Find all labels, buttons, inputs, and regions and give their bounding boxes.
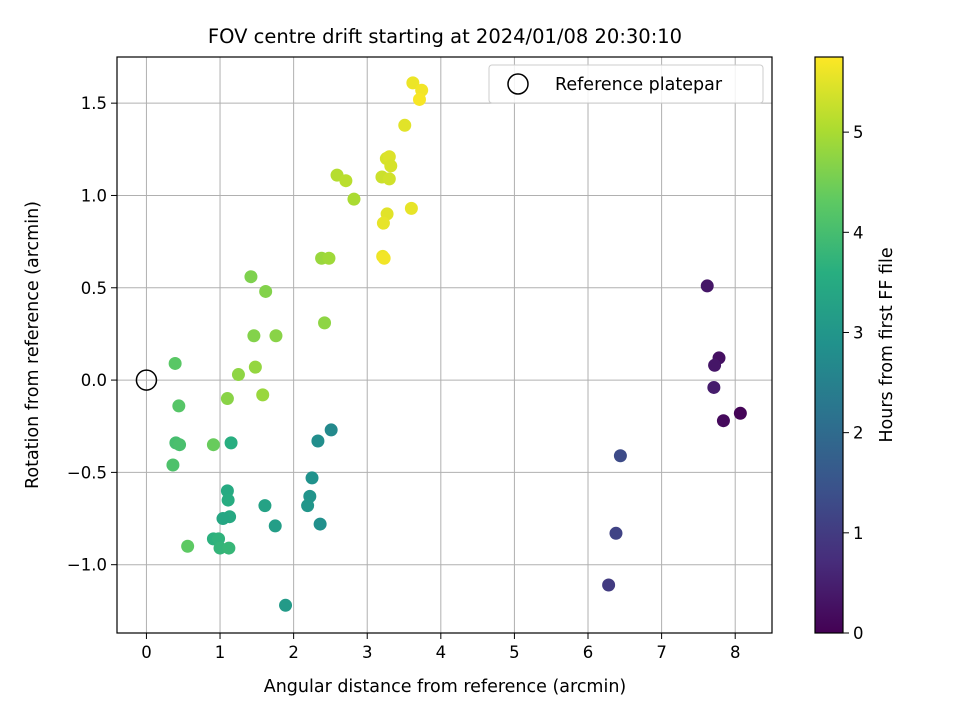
colorbar-tick-label: 2 bbox=[853, 424, 864, 443]
legend: Reference platepar bbox=[488, 64, 764, 104]
y-axis-ticks: −1.0 −0.5 0.0 0.5 1.0 1.5 bbox=[67, 94, 117, 575]
chart-title: FOV centre drift starting at 2024/01/08 … bbox=[208, 25, 682, 48]
legend-marker-icon bbox=[507, 73, 529, 95]
data-point bbox=[305, 471, 319, 485]
colorbar-tick-label: 3 bbox=[853, 323, 864, 342]
colorbar-label: Hours from first FF file bbox=[877, 247, 897, 442]
colorbar-gradient bbox=[815, 57, 843, 633]
data-point bbox=[173, 438, 187, 452]
data-point bbox=[609, 526, 623, 540]
data-point bbox=[708, 358, 722, 372]
data-point bbox=[181, 539, 195, 553]
reference-marker bbox=[135, 369, 158, 391]
data-point bbox=[258, 499, 272, 513]
data-point bbox=[412, 92, 426, 106]
data-point bbox=[311, 434, 325, 448]
colorbar: 0 1 2 3 4 5 Hours from first FF file bbox=[814, 56, 897, 643]
plot-frame bbox=[117, 57, 772, 633]
data-point bbox=[700, 279, 714, 293]
x-tick-label: 8 bbox=[730, 643, 741, 662]
data-point bbox=[322, 251, 336, 265]
data-point bbox=[382, 172, 396, 186]
data-point bbox=[269, 329, 283, 343]
data-point bbox=[279, 598, 293, 612]
x-tick-label: 2 bbox=[288, 643, 299, 662]
data-point bbox=[172, 399, 186, 413]
data-point bbox=[231, 368, 245, 382]
y-tick-label: 1.0 bbox=[81, 186, 107, 205]
x-tick-label: 6 bbox=[583, 643, 594, 662]
y-tick-label: −0.5 bbox=[67, 463, 107, 482]
colorbar-tick-label: 4 bbox=[853, 223, 864, 242]
y-tick-label: 0.0 bbox=[81, 371, 107, 390]
data-point bbox=[166, 458, 180, 472]
data-point bbox=[259, 284, 273, 298]
data-point bbox=[248, 360, 262, 374]
x-axis-label: Angular distance from reference (arcmin) bbox=[264, 677, 627, 697]
data-point bbox=[613, 449, 627, 463]
grid bbox=[117, 57, 772, 633]
y-tick-label: 1.5 bbox=[81, 94, 107, 113]
data-point bbox=[707, 380, 721, 394]
data-point bbox=[168, 356, 182, 370]
data-point bbox=[244, 270, 258, 284]
data-point bbox=[313, 517, 327, 531]
data-point bbox=[602, 578, 616, 592]
data-point bbox=[221, 493, 235, 507]
data-point bbox=[216, 512, 230, 526]
x-axis-ticks: 0 1 2 3 4 5 6 7 8 bbox=[141, 633, 740, 662]
x-tick-label: 0 bbox=[141, 643, 152, 662]
legend-box bbox=[488, 64, 764, 104]
data-point bbox=[220, 392, 234, 406]
data-point bbox=[318, 316, 332, 330]
data-point bbox=[398, 118, 412, 132]
data-point bbox=[256, 388, 270, 402]
colorbar-border bbox=[814, 56, 844, 634]
data-point bbox=[404, 201, 418, 215]
scatter-points bbox=[166, 76, 747, 612]
x-tick-label: 5 bbox=[509, 643, 520, 662]
colorbar-tick-label: 5 bbox=[853, 123, 864, 142]
data-point bbox=[324, 423, 338, 437]
data-point bbox=[301, 499, 315, 513]
legend-label: Reference platepar bbox=[555, 75, 723, 95]
x-tick-label: 4 bbox=[436, 643, 447, 662]
x-tick-label: 1 bbox=[215, 643, 226, 662]
data-point bbox=[268, 519, 282, 533]
plot-border bbox=[116, 56, 773, 634]
data-point bbox=[384, 159, 398, 173]
data-point bbox=[347, 192, 361, 206]
colorbar-ticks: 0 1 2 3 4 5 bbox=[843, 123, 864, 643]
data-point bbox=[222, 541, 236, 555]
data-point bbox=[376, 216, 390, 230]
data-point bbox=[406, 76, 420, 90]
data-point bbox=[716, 414, 730, 428]
data-point bbox=[339, 174, 353, 188]
x-tick-label: 3 bbox=[362, 643, 373, 662]
data-point bbox=[377, 251, 391, 265]
data-point bbox=[224, 436, 238, 450]
data-point bbox=[247, 329, 261, 343]
data-point bbox=[733, 406, 747, 420]
y-axis-label: Rotation from reference (arcmin) bbox=[23, 201, 43, 489]
colorbar-tick-label: 1 bbox=[853, 524, 864, 543]
x-tick-label: 7 bbox=[656, 643, 667, 662]
y-tick-label: −1.0 bbox=[67, 556, 107, 575]
y-tick-label: 0.5 bbox=[81, 279, 107, 298]
data-point bbox=[206, 438, 220, 452]
colorbar-tick-label: 0 bbox=[853, 624, 864, 643]
plot-area: 0 1 2 3 4 5 6 7 8 −1.0 −0.5 0.0 0.5 1.0 1.5 bbox=[67, 56, 773, 662]
